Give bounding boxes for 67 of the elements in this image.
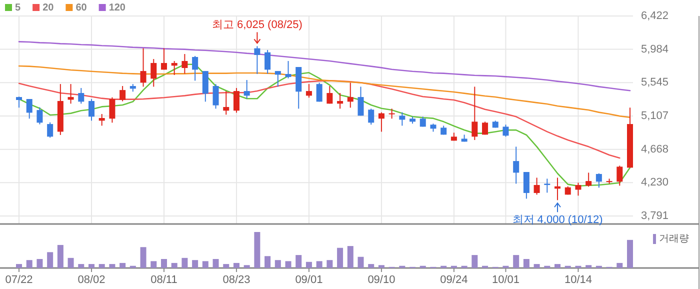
bar bbox=[171, 262, 178, 268]
bar bbox=[337, 248, 344, 268]
bar bbox=[202, 261, 208, 268]
bar bbox=[109, 264, 116, 268]
x-tick-label: 09/01 bbox=[295, 274, 323, 286]
bar bbox=[274, 260, 281, 268]
x-tick-label: 08/02 bbox=[78, 274, 106, 286]
x-tick-label: 10/14 bbox=[564, 274, 592, 286]
x-tick-label: 10/01 bbox=[492, 274, 520, 286]
bar bbox=[378, 265, 384, 268]
legend-label: 거래량 bbox=[659, 234, 689, 244]
y-tick-label: 5,984 bbox=[641, 43, 669, 56]
bar bbox=[316, 261, 322, 268]
annotation: 최저 4,000 (10/12) bbox=[512, 214, 603, 226]
bar bbox=[306, 262, 312, 268]
bar bbox=[88, 264, 94, 268]
bar bbox=[368, 264, 374, 268]
bar bbox=[627, 240, 633, 268]
bar bbox=[472, 255, 478, 268]
bar bbox=[57, 244, 64, 268]
bar bbox=[78, 264, 84, 268]
legend-label: 120 bbox=[108, 2, 126, 14]
bar bbox=[513, 255, 520, 268]
bar bbox=[233, 262, 240, 268]
x-tick-label: 09/24 bbox=[440, 274, 468, 286]
bar bbox=[16, 264, 22, 268]
bar bbox=[254, 232, 260, 268]
bar bbox=[120, 262, 126, 268]
bar bbox=[68, 258, 74, 268]
bar bbox=[534, 264, 540, 268]
bar bbox=[326, 260, 333, 268]
x-tick-label: 08/23 bbox=[222, 274, 250, 286]
bar bbox=[264, 256, 271, 268]
bar bbox=[140, 247, 146, 268]
bar bbox=[296, 255, 302, 268]
bar bbox=[554, 264, 561, 268]
bar bbox=[358, 256, 364, 268]
bar bbox=[285, 261, 292, 268]
y-tick-label: 4,668 bbox=[641, 143, 669, 156]
bar bbox=[98, 264, 105, 268]
legend-label: 5 bbox=[15, 2, 21, 14]
bar bbox=[586, 265, 592, 268]
bar bbox=[47, 252, 54, 268]
x-tick-label: 08/11 bbox=[150, 274, 178, 286]
bar bbox=[36, 259, 43, 268]
bar bbox=[182, 258, 188, 268]
legend-label: 20 bbox=[42, 2, 54, 14]
legend-label: 60 bbox=[76, 2, 88, 14]
x-tick-label: 09/10 bbox=[368, 274, 396, 286]
bar bbox=[212, 259, 219, 268]
bar bbox=[160, 259, 167, 268]
bar bbox=[523, 259, 530, 268]
bar bbox=[192, 260, 198, 268]
y-tick-label: 4,230 bbox=[641, 176, 669, 189]
y-tick-label: 6,422 bbox=[641, 10, 669, 22]
bar bbox=[244, 265, 250, 268]
bar bbox=[150, 261, 157, 268]
bar bbox=[26, 260, 32, 268]
legend: 거래량 bbox=[653, 234, 689, 244]
bar bbox=[616, 262, 623, 268]
x-tick-label: 07/22 bbox=[5, 274, 33, 286]
annotation: 최고 6,025 (08/25) bbox=[212, 19, 302, 32]
y-tick-label: 5,107 bbox=[641, 110, 669, 122]
bar bbox=[347, 246, 354, 268]
y-tick-label: 3,791 bbox=[641, 210, 669, 222]
bar bbox=[223, 264, 230, 268]
y-tick-label: 5,545 bbox=[641, 76, 669, 89]
